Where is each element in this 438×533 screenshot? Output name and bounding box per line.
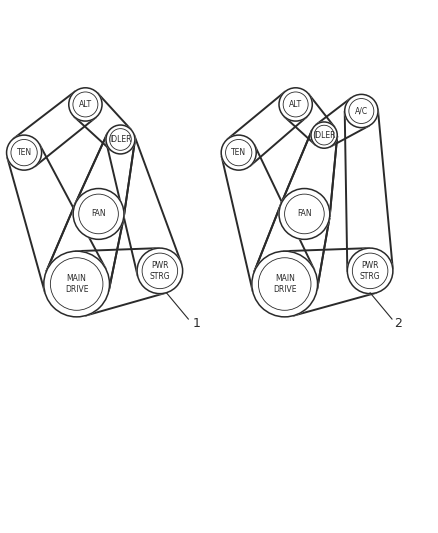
Text: A/C: A/C xyxy=(355,107,368,116)
Text: MAIN
DRIVE: MAIN DRIVE xyxy=(273,274,297,294)
Circle shape xyxy=(347,248,393,294)
Circle shape xyxy=(345,94,378,128)
Text: ALT: ALT xyxy=(289,100,302,109)
Text: IDLER: IDLER xyxy=(313,131,336,140)
Circle shape xyxy=(311,122,337,148)
Text: TEN: TEN xyxy=(17,148,32,157)
Text: 1: 1 xyxy=(193,317,201,330)
Text: ALT: ALT xyxy=(79,100,92,109)
Circle shape xyxy=(252,251,318,317)
Text: PWR
STRG: PWR STRG xyxy=(149,261,170,280)
Circle shape xyxy=(137,248,183,294)
Text: TEN: TEN xyxy=(231,148,246,157)
Text: FAN: FAN xyxy=(91,209,106,219)
Circle shape xyxy=(7,135,42,170)
Text: 2: 2 xyxy=(394,317,402,330)
Circle shape xyxy=(106,125,135,154)
Text: FAN: FAN xyxy=(297,209,312,219)
Circle shape xyxy=(44,251,110,317)
Circle shape xyxy=(73,189,124,239)
Text: IDLER: IDLER xyxy=(109,135,132,144)
Circle shape xyxy=(279,189,330,239)
Circle shape xyxy=(221,135,256,170)
Text: PWR
STRG: PWR STRG xyxy=(360,261,381,280)
Circle shape xyxy=(69,88,102,121)
Text: MAIN
DRIVE: MAIN DRIVE xyxy=(65,274,88,294)
Circle shape xyxy=(279,88,312,121)
